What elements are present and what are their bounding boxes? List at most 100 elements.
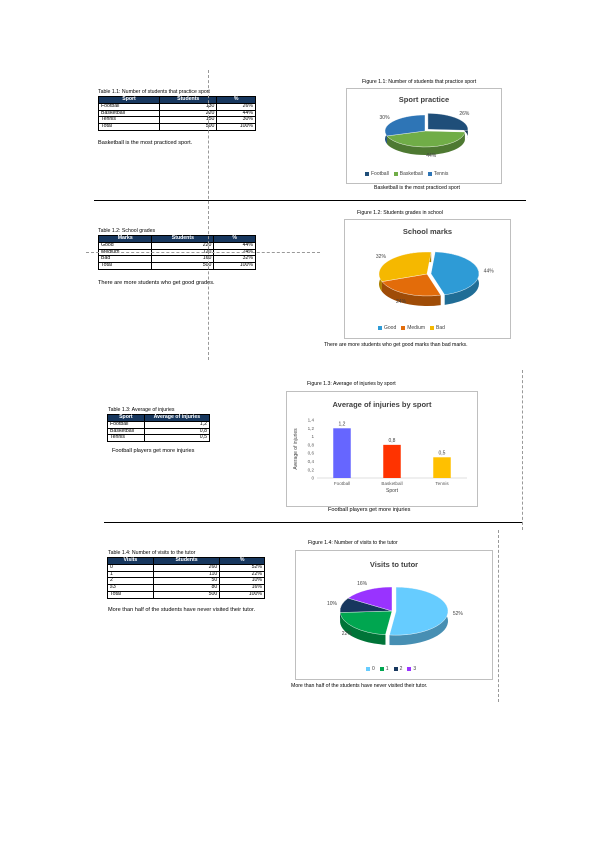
x-tick-label: Football: [334, 481, 350, 486]
pie-chart-marks: 44% 24% 32%: [376, 251, 495, 306]
pie-slice-side: [381, 281, 441, 306]
pie-slice: [381, 273, 442, 297]
figure-4-caption: Figure 1.4: Number of visits to the tuto…: [308, 540, 398, 546]
pie-slice: [430, 251, 480, 296]
data-label: 26%: [459, 111, 470, 117]
legend-item: Good: [378, 325, 396, 331]
x-axis-label: Sport: [386, 488, 399, 494]
guide-line: [498, 530, 499, 702]
data-label: 30%: [380, 115, 391, 121]
table-row: Tennis 150 30%: [97, 116, 256, 125]
data-label: 52%: [453, 611, 464, 617]
table-row: ≥3 80 16%: [107, 584, 265, 592]
table-row: Total 500 100%: [97, 123, 256, 131]
table-header: Visits: [107, 557, 154, 565]
legend-item: Bad: [430, 325, 445, 331]
table-row: Basketball 220 44%: [97, 109, 256, 118]
table-row: 1 110 22%: [107, 570, 265, 579]
data-label: 44%: [426, 153, 437, 159]
pie-slice-side: [386, 132, 465, 155]
pie-slice: [378, 251, 432, 282]
table-2-note: There are more students who get good gra…: [98, 280, 215, 286]
table-3-note: Football players get more injuries: [112, 448, 195, 454]
table-3: Sport Average of injuries Football 1,2 Ba…: [107, 414, 211, 443]
y-tick-label: 0: [311, 476, 314, 481]
chart-3-note: Football players get more injuries: [328, 507, 411, 513]
divider: [104, 522, 522, 523]
y-tick-label: 0,4: [308, 459, 315, 464]
pie-chart-visits: 52% 22% 10% 16%: [327, 581, 464, 646]
chart-1-note: Basketball is the most practiced sport: [374, 185, 460, 191]
pie-chart-sport: 26% 44% 30%: [380, 111, 470, 159]
legend-item: Basketball: [393, 171, 423, 177]
table-2-caption: Table 1.2: School grades: [98, 228, 156, 234]
bar-chart-injuries: 0 0,2 0,4 0,6 0,8 1 1,2 1,4 1,2 Football 0,8 Basket…: [293, 418, 467, 494]
table-3-caption: Table 1.3: Average of injuries: [108, 407, 175, 413]
table-1: Sport Students % Football 130 26% Basketba…: [97, 96, 256, 131]
chart-2-note: There are more students who get good mar…: [324, 342, 468, 348]
data-label: 44%: [484, 269, 495, 275]
pie-slice: [389, 586, 449, 636]
chart-title: Sport practice: [398, 95, 450, 104]
data-label: 10%: [327, 601, 338, 607]
y-tick-label: 1,4: [308, 418, 315, 423]
bar: [433, 457, 451, 478]
chart-title: Visits to tutor: [369, 560, 419, 569]
table-1-note: Basketball is the most practiced sport.: [98, 140, 193, 146]
legend-item: Tennis: [427, 171, 448, 177]
chart-2: School marks 44% 24% 32% Good Medium Bad: [344, 219, 511, 339]
table-row: Total 500 100%: [97, 262, 256, 270]
chart-legend: 0 1 2 3: [366, 666, 416, 672]
legend-item: Medium: [401, 325, 425, 331]
chart-legend: Football Basketball Tennis: [365, 171, 448, 177]
y-tick-label: 1,2: [308, 426, 315, 431]
table-4-caption: Table 1.4: Number of visits to the tutor: [108, 550, 196, 556]
pie-slice: [427, 113, 469, 131]
table-row: Good 220 44%: [97, 241, 256, 250]
table-1-caption: Table 1.1: Number of students that pract…: [98, 89, 210, 95]
table-row: Total 500 100%: [107, 590, 265, 599]
legend-item: 3: [407, 666, 416, 672]
figure-3-caption: Figure 1.3: Average of injuries by sport: [307, 381, 396, 387]
data-label: 0,5: [439, 450, 446, 456]
chart-title: School marks: [402, 227, 453, 236]
pie-slice: [384, 114, 426, 137]
data-label: 16%: [357, 581, 368, 587]
legend-item: 1: [379, 666, 389, 672]
chart-1: Sport practice 26% 44% 30% Football Basket…: [346, 88, 502, 184]
pie-slice: [339, 610, 393, 636]
table-row: 2 50 10%: [107, 577, 265, 586]
x-tick-label: Tennis: [435, 481, 449, 486]
pie-slice: [347, 586, 393, 612]
y-tick-label: 1: [311, 434, 314, 439]
y-tick-label: 0,8: [308, 442, 315, 447]
table-row: Tennis 0,5: [107, 434, 211, 443]
chart-legend: Good Medium Bad: [378, 325, 445, 331]
x-tick-label: Basketball: [381, 481, 402, 486]
guide-line: [208, 70, 209, 360]
chart-4-note: More than half of the students have neve…: [291, 683, 428, 689]
guide-line: [522, 370, 523, 530]
guide-line: [86, 252, 320, 253]
bar: [383, 444, 401, 478]
table-row: 0 260 52%: [107, 563, 265, 572]
data-label: 1,2: [339, 421, 346, 427]
table-row: Bad 160 32%: [97, 255, 256, 264]
data-label: 22%: [342, 631, 353, 637]
table-4-note: More than half of the students have neve…: [108, 607, 256, 613]
data-label: 32%: [376, 254, 387, 260]
chart-3: Average of injuries by sport 0 0,2 0,4 0,6 0…: [286, 391, 478, 507]
pie-slice-side: [340, 612, 386, 645]
table-4: Visits Students % 0 260 52% 1 110 22% 2 50 10%…: [107, 557, 265, 599]
y-tick-label: 0,2: [308, 467, 315, 472]
bar: [333, 428, 351, 478]
chart-title: Average of injuries by sport: [332, 400, 432, 409]
legend-item: Football: [365, 171, 389, 177]
legend-item: 0: [366, 666, 375, 672]
y-tick-label: 0,6: [308, 451, 315, 456]
figure-1-caption: Figure 1.1: Number of students that prac…: [362, 79, 477, 85]
data-label: 0,8: [389, 438, 396, 444]
divider: [94, 200, 526, 201]
pie-slice: [386, 130, 466, 148]
legend-item: 2: [393, 666, 402, 672]
